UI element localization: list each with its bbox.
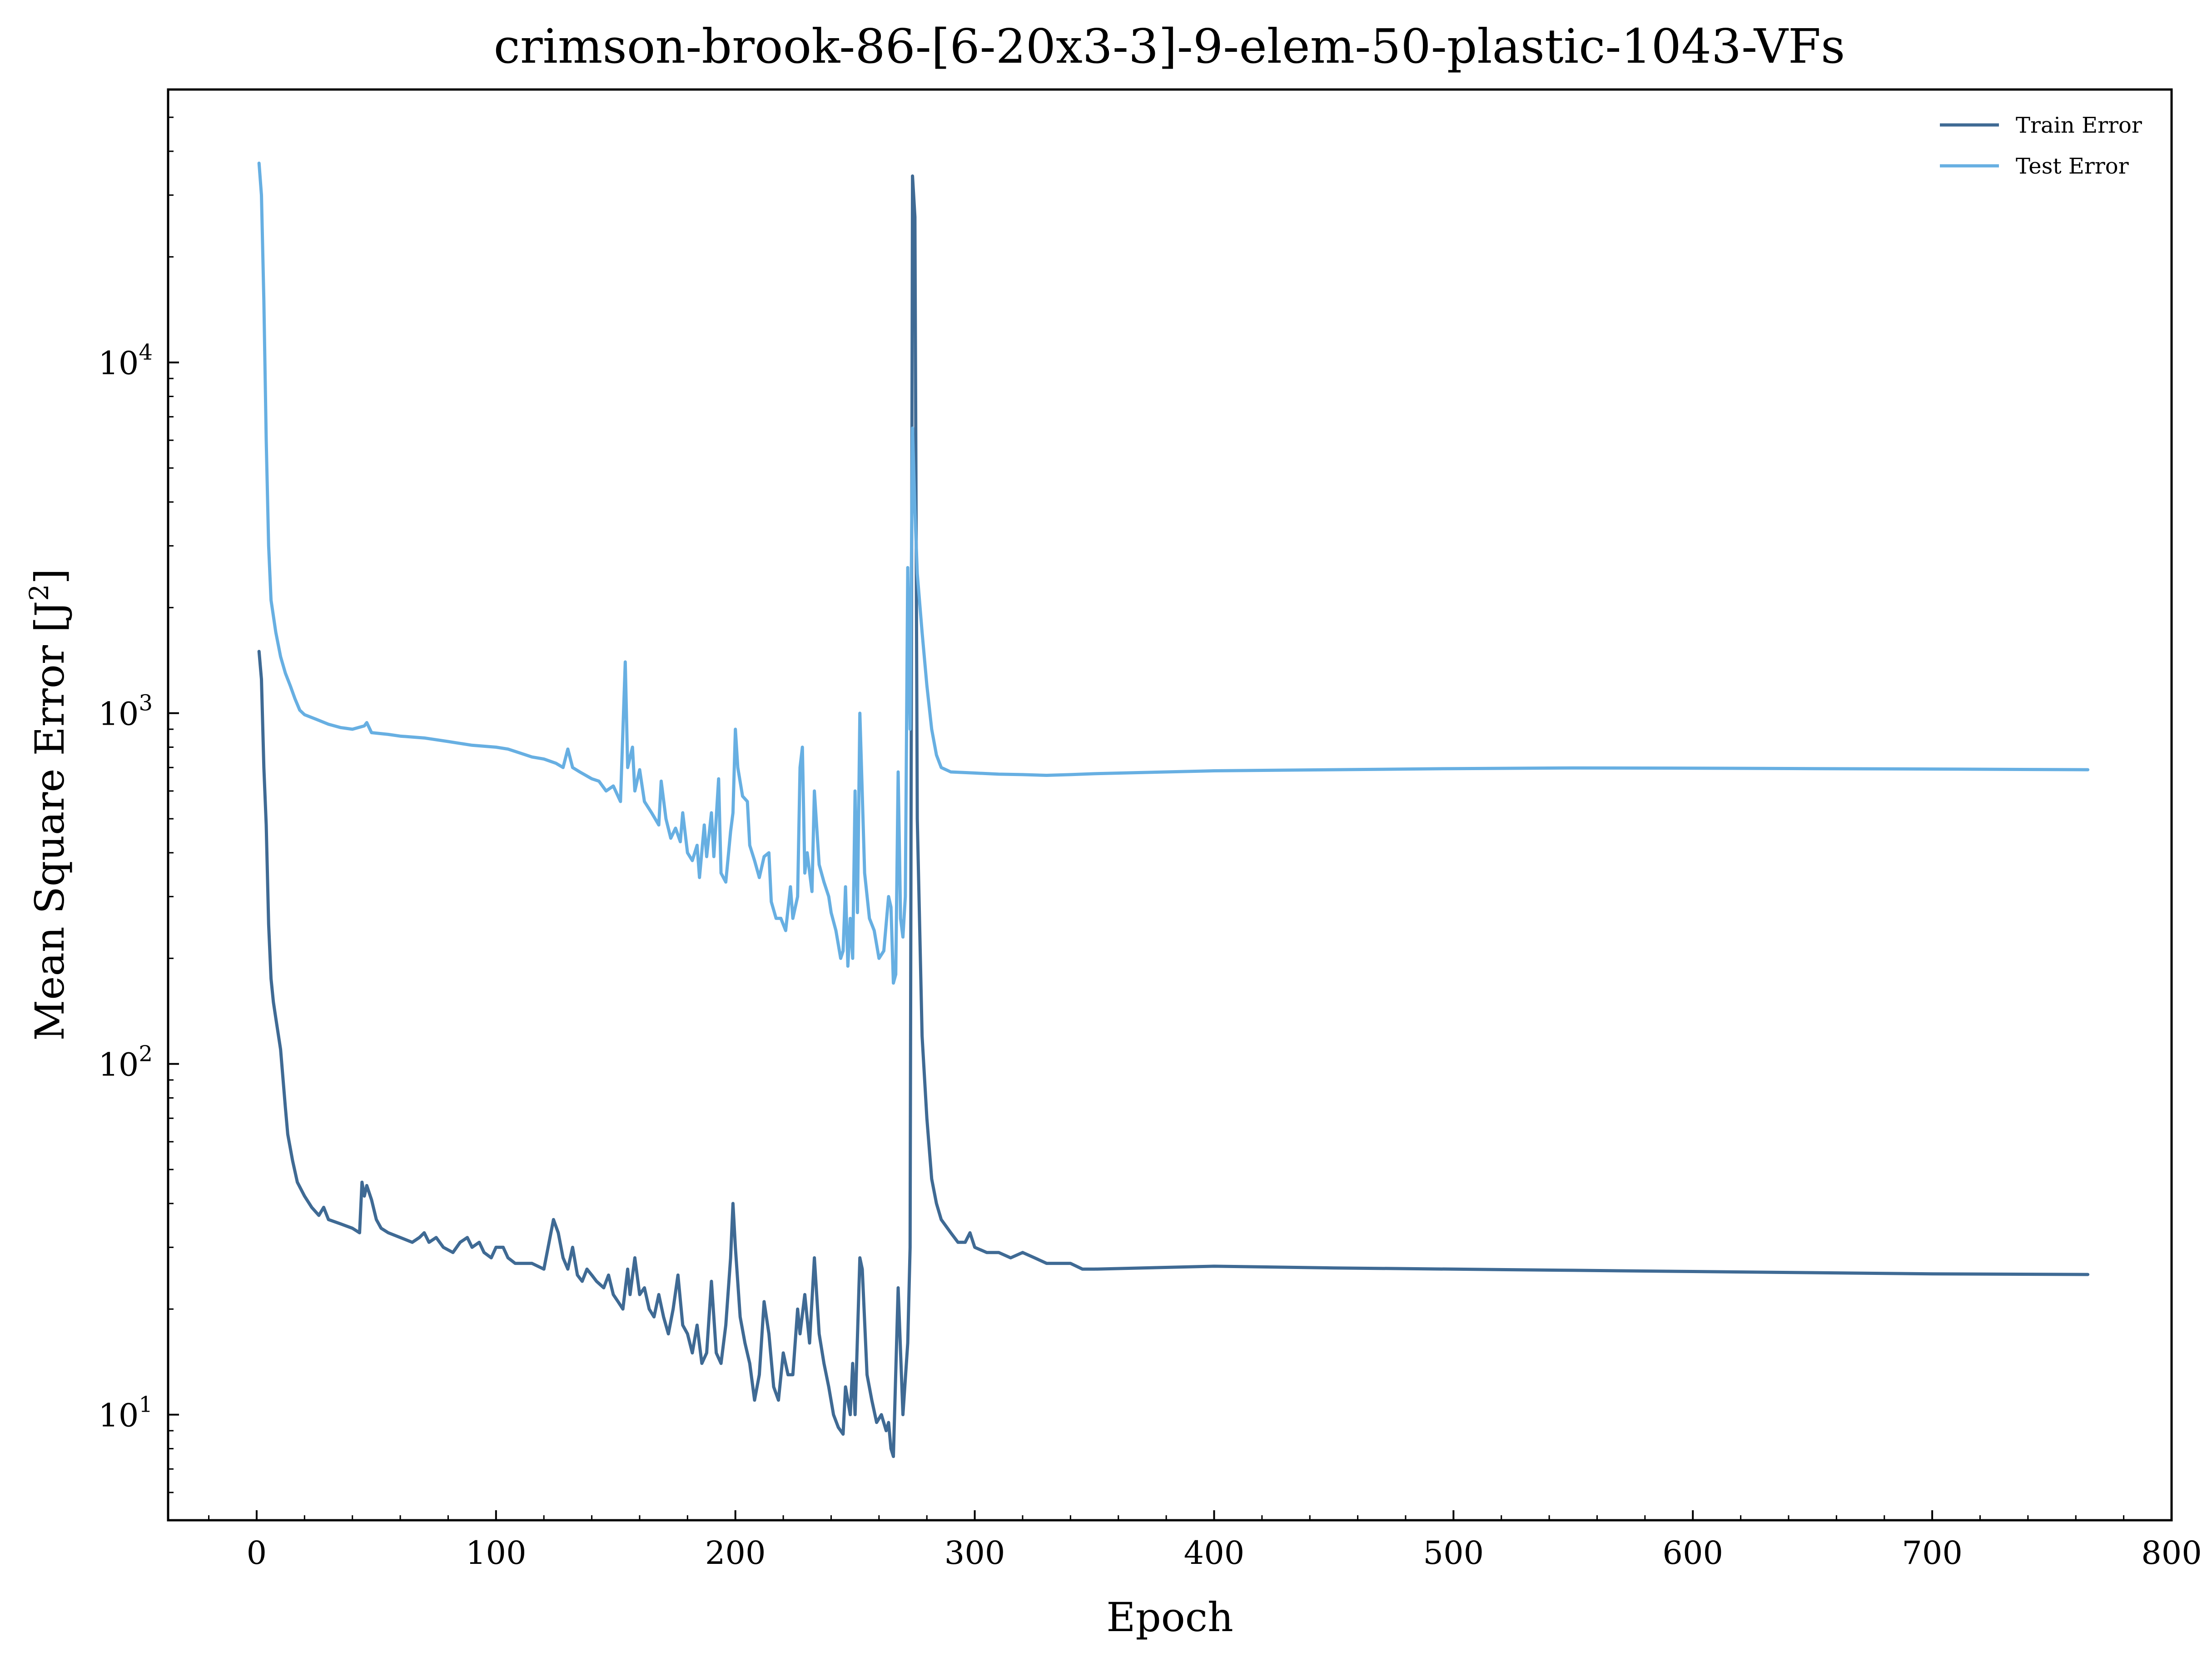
y-axis-label-base: Mean Square Error [J: [26, 601, 73, 1041]
x-axis-label: Epoch: [1106, 1594, 1233, 1641]
series-layer: [257, 161, 2090, 1458]
series-line-test-error: [257, 161, 2090, 985]
plot-area: [167, 88, 2173, 1522]
legend: Train Error Test Error: [1940, 113, 2142, 179]
x-tick-label: 400: [1184, 1534, 1245, 1572]
chart-title: crimson-brook-86-[6-20x3-3]-9-elem-50-pl…: [494, 19, 1845, 74]
x-tick-label: 500: [1423, 1534, 1484, 1572]
x-tick-label: 300: [944, 1534, 1005, 1572]
y-axis-label-exponent: 2: [24, 584, 55, 601]
y-tick-label: 101: [98, 1392, 153, 1434]
series-line-train-error: [257, 174, 2090, 1458]
y-axis-label-end: ]: [26, 568, 73, 584]
x-axis: 0 100 200 300 400 500 600 700 800: [208, 1510, 2202, 1572]
x-tick-label: 700: [1902, 1534, 1963, 1572]
y-tick-label: 103: [98, 691, 153, 733]
y-axis-label: Mean Square Error [J2]: [24, 568, 73, 1040]
legend-label: Test Error: [2016, 154, 2129, 179]
x-tick-label: 800: [2141, 1534, 2202, 1572]
plot-frame: [167, 88, 2173, 1522]
x-tick-label: 200: [705, 1534, 766, 1572]
legend-label: Train Error: [2016, 113, 2142, 138]
x-tick-label: 0: [247, 1534, 267, 1572]
x-tick-label: 600: [1662, 1534, 1723, 1572]
y-axis: 101 102 103 104: [98, 89, 179, 1521]
y-tick-label: 102: [98, 1041, 153, 1084]
x-tick-label: 100: [466, 1534, 527, 1572]
y-tick-label: 104: [98, 340, 153, 382]
